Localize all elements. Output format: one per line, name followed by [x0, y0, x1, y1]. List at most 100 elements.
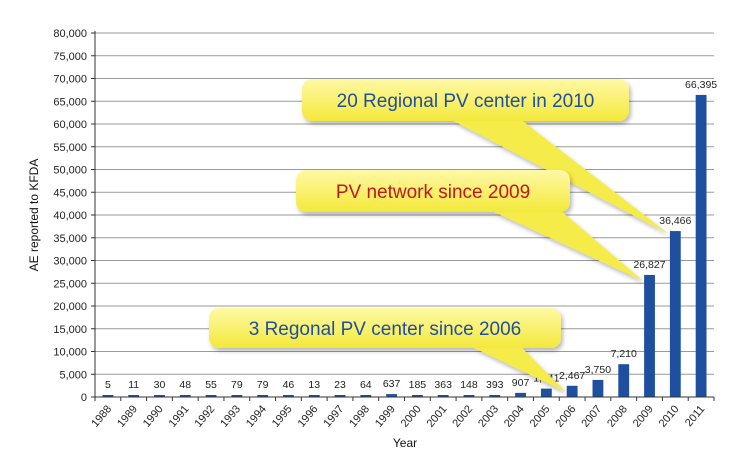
y-tick-label: 75,000: [53, 51, 87, 63]
callout-box: [302, 79, 629, 121]
value-label-2002: 148: [460, 379, 478, 391]
y-tick-label: 55,000: [53, 142, 87, 154]
value-label-1992: 55: [205, 379, 217, 391]
x-tick-label: 1997: [321, 403, 346, 429]
callout-text: PV network since 2009: [336, 182, 530, 203]
callout-box: [296, 170, 570, 212]
bar-1992: [205, 395, 217, 397]
callout-text: 20 Regional PV center in 2010: [337, 91, 595, 112]
value-label-1996: 13: [308, 379, 320, 391]
x-tick-label: 1989: [115, 403, 140, 429]
x-tick-label: 2003: [476, 403, 501, 429]
value-label-2006: 2,467: [559, 370, 585, 382]
bar-2011: [695, 94, 707, 398]
value-label-2007: 3,750: [585, 364, 611, 376]
bar-2003: [489, 395, 501, 397]
value-label-2011: 66,395: [685, 79, 717, 91]
bar-1993: [231, 395, 243, 397]
y-tick-label: 15,000: [53, 324, 87, 336]
value-label-1997: 23: [334, 379, 346, 391]
callout-pointer: [490, 210, 644, 281]
bar-2002: [463, 395, 475, 397]
x-tick-label: 1995: [270, 403, 295, 429]
y-tick-label: 65,000: [53, 96, 87, 108]
x-tick-label: 2001: [425, 403, 450, 429]
bar-2005: [540, 388, 552, 397]
value-label-1991: 48: [179, 379, 191, 391]
x-tick-label: 2011: [683, 403, 707, 429]
callout-box: [209, 308, 561, 348]
bar-1996: [308, 395, 320, 397]
x-tick-label: 1991: [167, 403, 192, 429]
bar-2010: [669, 231, 681, 397]
y-tick-label: 35,000: [53, 233, 87, 245]
bar-2008: [618, 364, 630, 397]
callout-pointer: [450, 119, 669, 235]
y-tick-label: 10,000: [53, 347, 87, 359]
value-label-1988: 5: [105, 379, 111, 391]
y-axis-ticks: 0 5,000 10,000 15,000 20,000 25,000 30,000 35,0…: [53, 28, 95, 404]
bar-2007: [592, 379, 604, 397]
bars: [102, 94, 707, 398]
bar-1991: [179, 395, 191, 397]
x-axis-ticks: 1988 1989 1990 1991 1992 1993 1994 1995 1996 1997…: [89, 397, 715, 430]
bar-1988: [102, 395, 114, 397]
x-axis-title: Year: [393, 436, 417, 450]
bar-1995: [283, 395, 294, 397]
value-label-1989: 11: [128, 379, 139, 391]
callout-pointer: [470, 346, 566, 392]
value-label-2001: 363: [434, 379, 452, 391]
x-tick-label: 1998: [347, 403, 372, 429]
y-tick-label: 40,000: [53, 210, 87, 222]
bar-2006: [566, 385, 578, 397]
value-label-1993: 79: [231, 379, 243, 391]
x-tick-label: 2004: [502, 403, 527, 429]
bar-1994: [257, 395, 269, 397]
x-tick-label: 1999: [373, 403, 398, 429]
bar-1997: [334, 395, 346, 397]
x-tick-label: 1996: [296, 403, 321, 429]
x-tick-label: 2000: [399, 403, 424, 429]
x-tick-label: 2010: [657, 403, 682, 429]
x-tick-label: 1993: [218, 403, 243, 429]
x-tick-label: 1988: [89, 403, 114, 429]
callouts: 20 Regional PV center in 2010 PV network …: [209, 79, 669, 392]
x-tick-label: 2009: [631, 403, 656, 429]
value-label-1995: 46: [283, 379, 295, 391]
callout-2: [296, 170, 644, 281]
y-tick-label: 60,000: [53, 119, 87, 131]
value-label-2000: 185: [409, 379, 427, 391]
value-label-1994: 79: [257, 379, 269, 391]
x-tick-label: 2008: [605, 403, 630, 429]
x-tick-label: 2006: [554, 403, 579, 429]
value-label-2009: 26,827: [633, 259, 665, 271]
value-label-2003: 393: [486, 379, 504, 391]
value-label-1998: 64: [360, 379, 372, 391]
value-label-1990: 30: [154, 379, 166, 391]
x-tick-label: 1994: [244, 403, 269, 429]
bar-1990: [154, 395, 165, 397]
bar-2004: [515, 392, 526, 397]
y-tick-label: 0: [81, 392, 87, 404]
value-label-2008: 7,210: [611, 348, 637, 360]
bar-1998: [360, 395, 372, 397]
y-tick-label: 5,000: [59, 369, 87, 381]
bar-2001: [437, 395, 449, 397]
y-tick-label: 70,000: [53, 74, 87, 86]
value-label-1999: 637: [383, 378, 401, 390]
value-label-2004: 907: [512, 377, 530, 389]
y-tick-label: 80,000: [53, 28, 87, 40]
callout-1: [302, 79, 669, 235]
x-tick-label: 2007: [579, 403, 604, 429]
x-tick-label: 1990: [141, 403, 166, 429]
bar-2009: [644, 274, 655, 397]
x-tick-label: 2005: [528, 403, 553, 429]
y-tick-label: 50,000: [53, 165, 87, 177]
x-tick-label: 1992: [192, 403, 217, 429]
bar-1999: [386, 394, 398, 397]
y-tick-label: 45,000: [53, 187, 87, 199]
value-label-2010: 36,466: [659, 215, 691, 227]
bar-1989: [128, 395, 140, 397]
bar-2000: [411, 395, 423, 397]
